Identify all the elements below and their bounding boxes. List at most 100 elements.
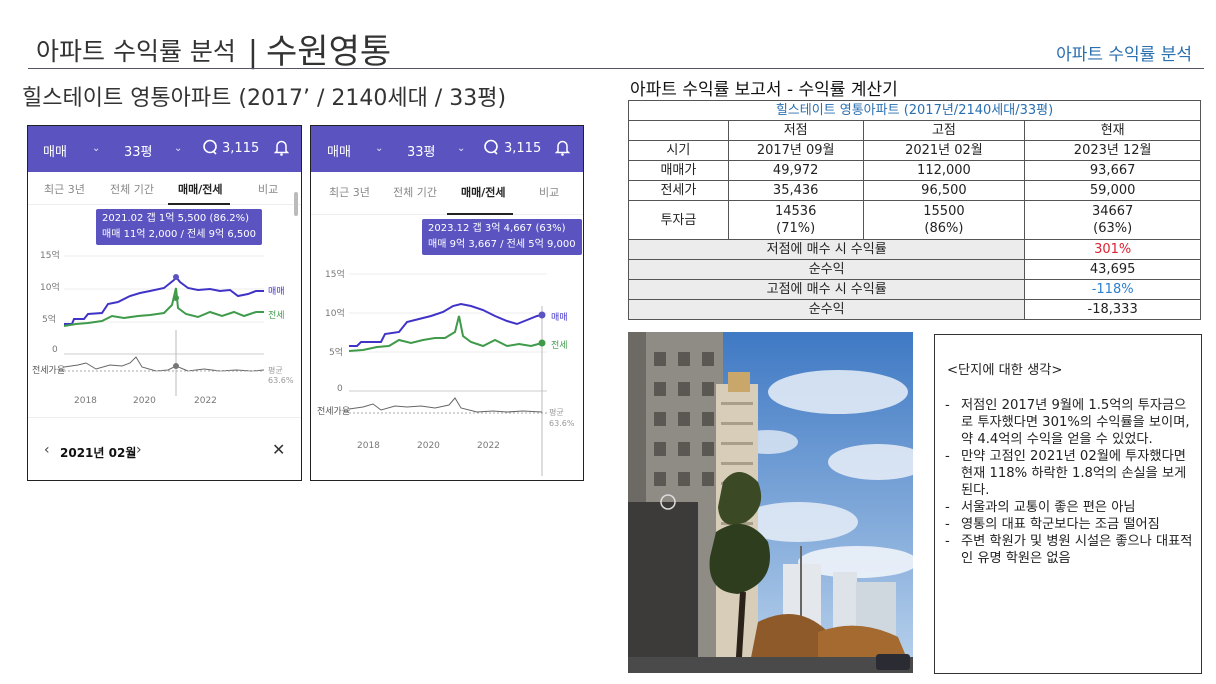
comment-icon[interactable]: [202, 139, 218, 159]
size-filter[interactable]: 33평: [124, 145, 153, 160]
table-cell: 2021년 02월: [862, 140, 1026, 161]
tab-sale-jeonse[interactable]: 매매/전세: [178, 183, 223, 196]
x-tick: 2022: [477, 441, 500, 451]
tooltip-prices: 매매 9억 3,667 / 전세 5억 9,000: [428, 239, 576, 250]
chart-tabs: 최근 3년 전체 기간 매매/전세 비교: [28, 172, 301, 205]
apartment-photo: [628, 332, 913, 673]
yield-calculator-table: 힐스테이트 영통아파트 (2017년/2140세대/33평) 저점 고점 현재 …: [627, 100, 1201, 320]
date-nav-label: 2021년 02월: [60, 446, 137, 460]
legend-sale: 매매: [268, 287, 285, 297]
chevron-left-icon[interactable]: ‹: [44, 442, 50, 458]
jeonse-point: [173, 295, 179, 301]
bell-icon[interactable]: [554, 139, 571, 160]
row-label: 전세가: [628, 180, 729, 201]
phone-toolbar: 매매 ⌄ 33평 ⌄ 3,115: [311, 126, 583, 172]
investment-value: 14536: [774, 204, 817, 219]
ratio-label: 전세가율: [32, 366, 66, 376]
chart-tooltip: 2023.12 갭 3억 4,667 (63%) 매매 9억 3,667 / 전…: [422, 219, 582, 255]
tab-all-period[interactable]: 전체 기간: [110, 183, 154, 196]
low-buy-label: 저점에 매수 시 수익률: [627, 239, 1026, 260]
title-separator: |: [247, 35, 259, 70]
list-item: 만약 고점인 2021년 02월에 투자했다면 현재 118% 하락한 1.8억…: [945, 448, 1197, 499]
notes-title: <단지에 대한 생각>: [947, 363, 1063, 378]
table-cell: 34667 (63%): [1024, 200, 1201, 240]
table-row: 고점에 매수 시 수익률 -118%: [627, 279, 1201, 300]
table-row: 전세가 35,436 96,500 59,000: [628, 180, 1201, 201]
apartment-subtitle: 힐스테이트 영통아파트 (2017’ / 2140세대 / 33평): [22, 86, 507, 111]
table-cell: 112,000: [862, 160, 1026, 181]
y-tick: 10억: [40, 283, 60, 293]
chevron-right-icon[interactable]: ›: [136, 442, 142, 458]
avg-value: 63.6%: [549, 419, 575, 428]
tooltip-gap: 2023.12 갭 3억 4,667 (63%): [428, 223, 566, 234]
tab-sale-jeonse[interactable]: 매매/전세: [461, 186, 506, 199]
sale-price-line: [349, 302, 543, 347]
apartment-header: 힐스테이트 영통아파트 (2017년/2140세대/33평): [628, 100, 1201, 121]
price-chart: [63, 255, 264, 396]
scrollbar[interactable]: [294, 192, 298, 216]
close-icon[interactable]: ✕: [272, 440, 286, 459]
y-tick: 10억: [325, 309, 345, 319]
list-item: 주변 학원가 및 병원 시설은 좋으나 대표적인 유명 학원은 없음: [945, 533, 1197, 567]
active-tab-underline: [447, 213, 513, 215]
chart-tooltip: 2021.02 갭 1억 5,500 (86.2%) 매매 11억 2,000 …: [96, 209, 262, 245]
tab-compare[interactable]: 비교: [258, 183, 279, 196]
x-tick: 2020: [133, 396, 156, 406]
net-loss-value: -18,333: [1024, 299, 1201, 320]
phone-screenshot-1: 매매 ⌄ 33평 ⌄ 3,115 최근 3년 전체 기간 매매/전세 비교 20…: [27, 125, 302, 481]
x-tick: 2022: [194, 396, 217, 406]
avg-label: 평균: [268, 366, 283, 375]
table-row: 저점에 매수 시 수익률 301%: [627, 239, 1201, 260]
tab-compare[interactable]: 비교: [539, 186, 560, 199]
row-label: 투자금: [628, 200, 729, 240]
sale-point: [173, 274, 179, 280]
net-profit-label: 순수익: [627, 259, 1026, 280]
bell-icon[interactable]: [273, 139, 290, 160]
investment-value: 15500: [923, 204, 965, 219]
comment-icon[interactable]: [483, 139, 499, 159]
table-cell: 14536 (71%): [727, 200, 864, 240]
header-right-label: 아파트 수익률 분석: [1056, 45, 1192, 65]
tooltip-gap: 2021.02 갭 1억 5,500 (86.2%): [102, 213, 250, 224]
notes-box: <단지에 대한 생각> 저점인 2017년 9월에 1.5억의 투자금으로 투자…: [934, 334, 1202, 674]
y-tick: 5억: [42, 315, 57, 325]
legend-jeonse: 전세: [551, 341, 568, 351]
notes-list: 저점인 2017년 9월에 1.5억의 투자금으로 투자했다면 301%의 수익…: [945, 397, 1197, 567]
table-row: 매매가 49,972 112,000 93,667: [628, 160, 1201, 181]
table-cell: 96,500: [862, 180, 1026, 201]
location-title: 수원영통: [266, 32, 392, 72]
column-header: 고점: [862, 120, 1026, 141]
investment-ratio: (86%): [924, 221, 964, 236]
chevron-down-icon: ⌄: [174, 143, 183, 154]
high-buy-label: 고점에 매수 시 수익률: [627, 279, 1026, 300]
investment-ratio: (63%): [1093, 221, 1133, 236]
tab-recent-3y[interactable]: 최근 3년: [329, 186, 370, 199]
price-chart: [348, 273, 547, 476]
page-title: 아파트 수익률 분석 | 수원영통: [36, 24, 391, 73]
y-tick: 15억: [40, 251, 60, 261]
tab-all-period[interactable]: 전체 기간: [393, 186, 437, 199]
divider: [28, 417, 301, 418]
table-cell: 2017년 09월: [727, 140, 864, 161]
net-profit-value: 43,695: [1024, 259, 1201, 280]
comment-count: 3,115: [222, 141, 260, 156]
x-tick: 2018: [74, 396, 97, 406]
table-cell: 93,667: [1024, 160, 1201, 181]
y-tick: 5억: [329, 348, 344, 358]
sale-point: [538, 311, 546, 319]
jeonse-price-line: [348, 315, 543, 352]
tab-recent-3y[interactable]: 최근 3년: [44, 183, 85, 196]
phone-screenshot-2: 매매 ⌄ 33평 ⌄ 3,115 최근 3년 전체 기간 매매/전세 비교 20…: [310, 125, 584, 481]
size-filter[interactable]: 33평: [407, 145, 436, 160]
comment-count: 3,115: [504, 141, 542, 156]
table-cell: 15500 (86%): [862, 200, 1026, 240]
table-cell: 49,972: [727, 160, 864, 181]
tooltip-prices: 매매 11억 2,000 / 전세 9억 6,500: [102, 229, 256, 240]
header-divider: [28, 68, 1204, 69]
trade-type-filter[interactable]: 매매: [43, 145, 67, 160]
page-title-text: 아파트 수익률 분석: [36, 37, 236, 66]
sale-price-line: [64, 275, 264, 325]
y-tick: 15억: [325, 270, 345, 280]
trade-type-filter[interactable]: 매매: [327, 145, 351, 160]
row-label: 시기: [628, 140, 729, 161]
